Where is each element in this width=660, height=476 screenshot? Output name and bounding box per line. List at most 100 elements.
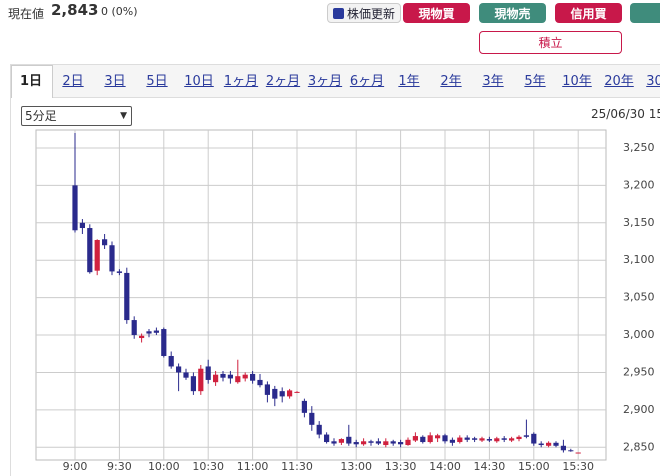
- period-tab[interactable]: 1ヶ月: [223, 74, 259, 89]
- candle-body: [301, 400, 307, 413]
- period-tab[interactable]: 1年: [398, 74, 420, 89]
- x-tick-label: 9:00: [63, 460, 88, 473]
- period-tab[interactable]: 20年: [604, 74, 634, 89]
- refresh-text: 株価更新: [346, 6, 395, 21]
- candle-body: [124, 272, 130, 321]
- candle-body: [486, 439, 492, 441]
- y-tick-label: 2,850: [623, 440, 655, 453]
- period-tab[interactable]: 2ヶ月: [265, 74, 301, 89]
- candle-body: [131, 320, 137, 336]
- timestamp: 25/06/30 15: [591, 107, 660, 121]
- candle-body: [501, 438, 507, 440]
- candle-body: [168, 355, 174, 367]
- candle-body: [383, 441, 389, 446]
- refresh-icon: [332, 7, 344, 19]
- margin-buy-button[interactable]: 信用買: [555, 3, 622, 23]
- candle-body: [472, 438, 478, 440]
- period-tab[interactable]: 2年: [440, 74, 462, 89]
- candle-body: [250, 373, 256, 381]
- period-tab[interactable]: 5日: [146, 74, 168, 89]
- candle-body: [227, 374, 233, 379]
- period-tab[interactable]: 10日: [184, 74, 214, 89]
- period-tab[interactable]: 10年: [562, 74, 592, 89]
- accumulate-button[interactable]: 積立: [479, 31, 622, 54]
- refresh-button[interactable]: 株価更新: [327, 3, 401, 23]
- x-tick-label: 14:30: [474, 460, 506, 473]
- candle-body: [309, 412, 315, 425]
- candle-body: [72, 185, 78, 231]
- candle-body: [464, 437, 470, 440]
- chart-panel: [10, 96, 660, 476]
- price-label: 現在値: [8, 7, 45, 21]
- candle-body: [390, 441, 396, 444]
- candle-body: [190, 376, 196, 392]
- candle-body: [235, 376, 241, 383]
- x-tick-label: 15:30: [562, 460, 594, 473]
- candle-body: [538, 443, 544, 446]
- period-tab[interactable]: 5年: [524, 74, 546, 89]
- candle-body: [102, 239, 108, 246]
- candle-body: [294, 391, 300, 393]
- candle-body: [531, 433, 537, 444]
- candle-body: [449, 439, 455, 443]
- candle-body: [575, 452, 581, 454]
- candle-body: [568, 450, 574, 452]
- y-tick-label: 3,000: [623, 328, 655, 341]
- period-tab[interactable]: 30年: [646, 74, 660, 89]
- candle-body: [516, 436, 522, 440]
- x-tick-label: 14:00: [429, 460, 461, 473]
- price-change: 0 (0%): [101, 5, 138, 18]
- period-tab[interactable]: 3年: [482, 74, 504, 89]
- period-tab[interactable]: 3日: [104, 74, 126, 89]
- x-tick-label: 13:30: [385, 460, 417, 473]
- candle-body: [368, 441, 374, 443]
- candle-body: [479, 438, 485, 441]
- candle-body: [79, 222, 85, 229]
- period-tab[interactable]: 1日: [19, 74, 43, 89]
- candle-body: [257, 379, 263, 386]
- candle-body: [176, 366, 182, 373]
- select-text: 5分足: [25, 109, 57, 123]
- candle-body: [324, 434, 330, 443]
- candle-body: [546, 442, 552, 446]
- select-arrow: ▼: [120, 111, 127, 121]
- candle-body: [560, 445, 566, 451]
- x-tick-label: 15:00: [518, 460, 550, 473]
- candle-body: [435, 435, 441, 439]
- y-tick-label: 2,900: [623, 403, 655, 416]
- candle-body: [412, 436, 418, 441]
- candle-body: [494, 438, 500, 442]
- buy-button[interactable]: 現物買: [403, 3, 470, 23]
- candle-body: [220, 373, 226, 378]
- candle-body: [213, 374, 219, 383]
- candle-body: [457, 437, 463, 443]
- more-button[interactable]: [630, 3, 660, 23]
- candle-body: [287, 390, 293, 397]
- x-tick-label: 10:00: [148, 460, 180, 473]
- candle-body: [139, 335, 145, 339]
- y-tick-label: 3,050: [623, 291, 655, 304]
- period-tab[interactable]: 6ヶ月: [349, 74, 385, 89]
- sell-button[interactable]: 現物売: [479, 3, 546, 23]
- candle-body: [361, 441, 367, 445]
- tab-bar: [10, 64, 660, 98]
- candle-body: [116, 271, 122, 273]
- period-tab[interactable]: 3ヶ月: [307, 74, 343, 89]
- candle-body: [420, 436, 426, 443]
- candle-body: [338, 439, 344, 443]
- x-tick-label: 9:30: [107, 460, 132, 473]
- interval-select[interactable]: 5分足 ▼: [21, 106, 132, 126]
- candle-body: [331, 441, 337, 444]
- y-tick-label: 3,250: [623, 141, 655, 154]
- y-tick-label: 3,100: [623, 253, 655, 266]
- active-tab-box: [11, 65, 53, 98]
- candle-body: [346, 436, 352, 444]
- candle-body: [442, 435, 448, 442]
- price: 2,843: [51, 1, 99, 19]
- candle-body: [183, 372, 189, 378]
- candle-body: [375, 441, 381, 444]
- period-tab[interactable]: 2日: [62, 74, 84, 89]
- candle-body: [153, 330, 159, 333]
- candle-body: [205, 366, 211, 380]
